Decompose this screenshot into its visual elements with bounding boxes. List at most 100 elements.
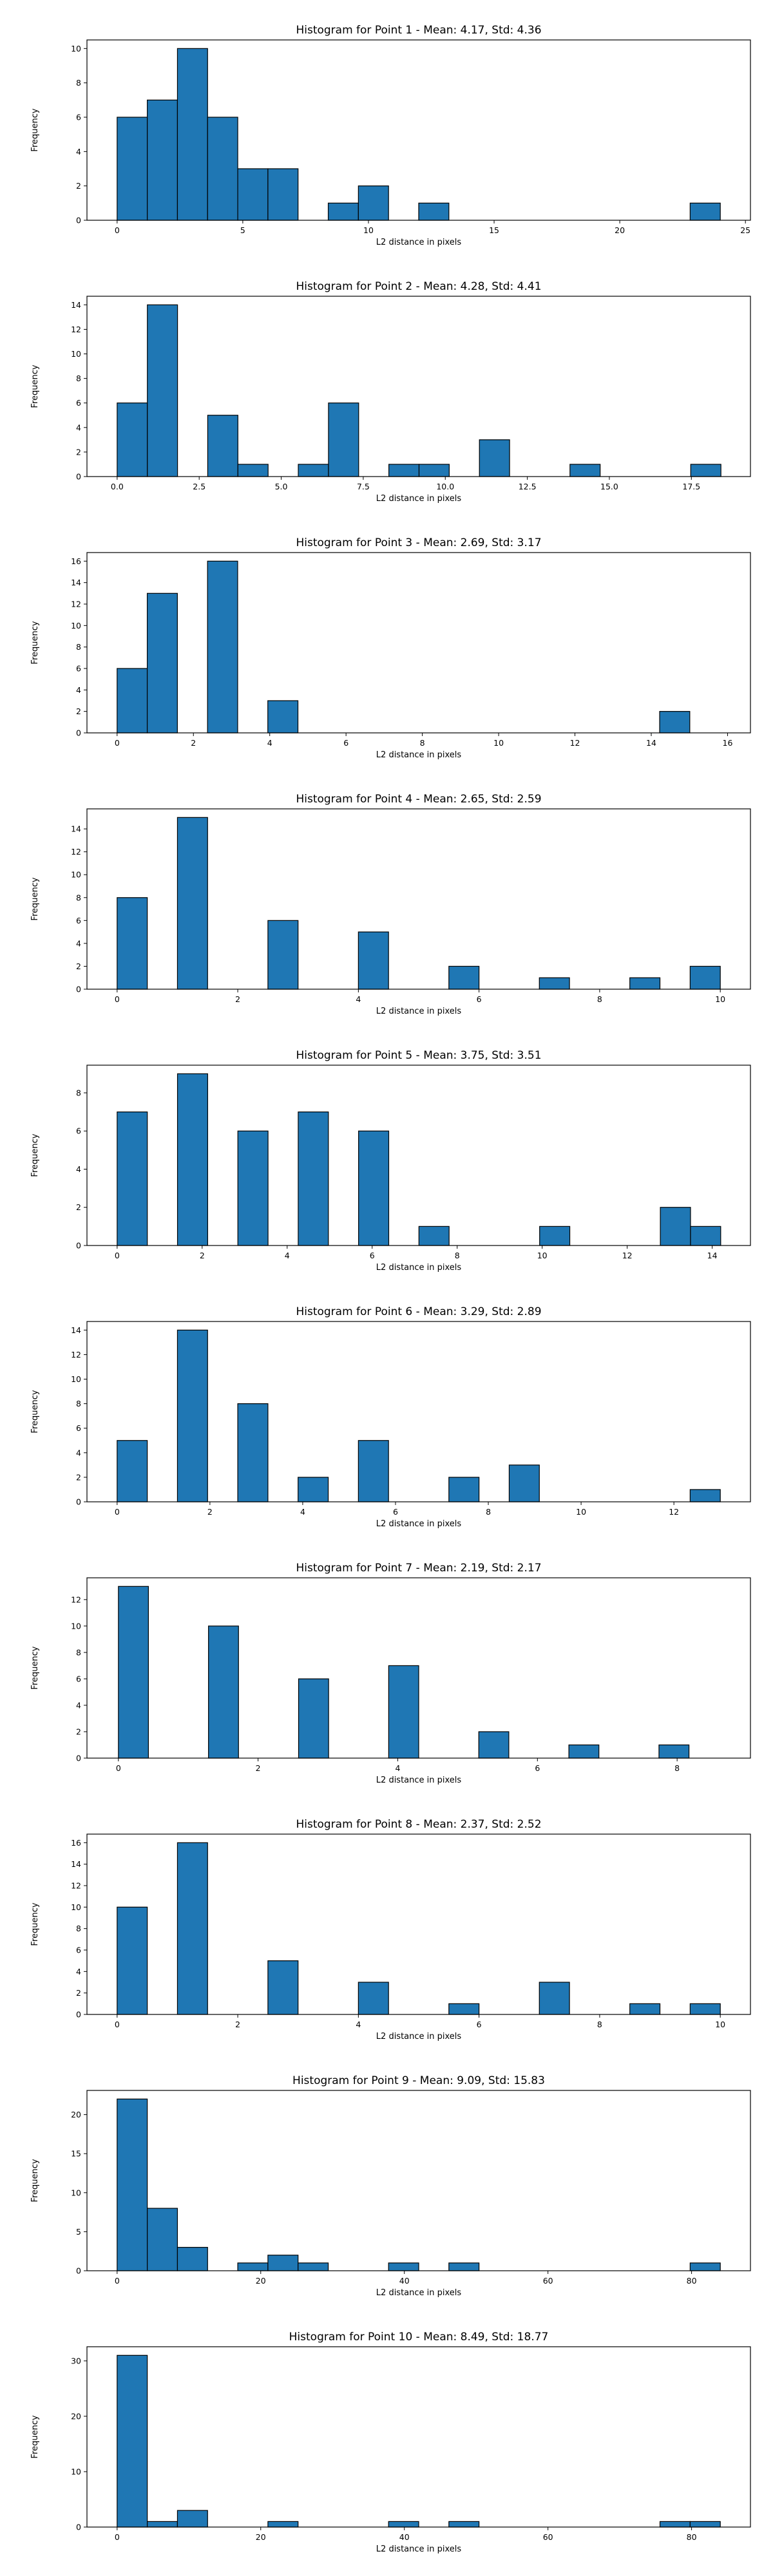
- x-tick-label: 0: [115, 994, 120, 1004]
- histogram-bar: [298, 1111, 329, 1246]
- histogram-bar: [327, 202, 359, 221]
- histogram-bar: [448, 2521, 480, 2528]
- x-tick-label: 10: [363, 225, 374, 235]
- histogram-bar: [689, 2521, 721, 2528]
- histogram-panel-6: Histogram for Point 6 - Mean: 3.29, Std:…: [30, 1305, 751, 1529]
- y-tick-label: 4: [76, 1448, 81, 1457]
- histogram-bar: [147, 2208, 178, 2271]
- y-tick-label: 20: [71, 2411, 81, 2421]
- y-tick-label: 4: [76, 1967, 81, 1976]
- x-axis-label: L2 distance in pixels: [376, 2032, 462, 2041]
- chart-title: Histogram for Point 7 - Mean: 2.19, Std:…: [296, 1562, 541, 1575]
- histogram-bar: [690, 464, 721, 477]
- x-tick-label: 12: [669, 1507, 679, 1517]
- x-tick-label: 80: [687, 2276, 697, 2286]
- x-axis-label: L2 distance in pixels: [376, 1007, 462, 1016]
- x-tick-label: 0: [115, 1507, 120, 1517]
- histogram-bar: [418, 464, 450, 477]
- histogram-bar: [267, 920, 299, 990]
- y-tick-label: 8: [76, 1647, 81, 1657]
- y-tick-label: 4: [76, 685, 81, 695]
- y-tick-label: 6: [76, 916, 81, 925]
- y-tick-label: 8: [76, 78, 81, 88]
- y-tick-label: 4: [76, 147, 81, 156]
- histogram-bar: [388, 2521, 419, 2528]
- y-tick-label: 0: [76, 216, 81, 225]
- y-tick-label: 6: [76, 1423, 81, 1433]
- x-tick-label: 5.0: [275, 482, 288, 491]
- chart-title: Histogram for Point 9 - Mean: 9.09, Std:…: [292, 2074, 545, 2087]
- histogram-bar: [508, 1464, 540, 1502]
- histogram-bar: [177, 1842, 208, 2015]
- y-tick-label: 10: [71, 1374, 81, 1384]
- x-tick-label: 0: [115, 2532, 120, 2542]
- y-tick-label: 10: [71, 1621, 81, 1631]
- y-tick-label: 0: [76, 985, 81, 994]
- histogram-bar: [388, 1665, 419, 1759]
- histogram-bar: [448, 2262, 480, 2271]
- y-tick-label: 10: [71, 621, 81, 630]
- y-axis-label: Frequency: [30, 1390, 40, 1433]
- y-tick-label: 12: [71, 1881, 81, 1891]
- histogram-bar: [267, 700, 299, 734]
- x-tick-label: 16: [723, 738, 733, 748]
- x-tick-label: 4: [356, 994, 361, 1004]
- histogram-bar: [660, 1207, 691, 1246]
- histogram-panel-9: Histogram for Point 9 - Mean: 9.09, Std:…: [30, 2074, 751, 2298]
- y-tick-label: 10: [71, 2467, 81, 2476]
- histogram-panel-2: Histogram for Point 2 - Mean: 4.28, Std:…: [30, 280, 751, 504]
- x-tick-label: 7.5: [357, 482, 370, 491]
- x-tick-label: 12: [622, 1251, 633, 1260]
- chart-title: Histogram for Point 6 - Mean: 3.29, Std:…: [296, 1305, 541, 1318]
- histogram-panel-10: Histogram for Point 10 - Mean: 8.49, Std…: [30, 2331, 751, 2554]
- y-tick-label: 2: [76, 1988, 81, 1998]
- x-tick-label: 10: [715, 2020, 725, 2029]
- histogram-bar: [117, 668, 148, 734]
- histogram-bar: [539, 1982, 570, 2015]
- y-tick-label: 2: [76, 1727, 81, 1736]
- histogram-bar: [177, 48, 208, 221]
- histogram-bar: [117, 117, 148, 221]
- histogram-bar: [358, 1982, 389, 2015]
- y-tick-label: 5: [76, 2227, 81, 2237]
- x-tick-label: 8: [455, 1251, 460, 1260]
- histogram-bar: [237, 1403, 269, 1502]
- histogram-bar: [479, 439, 510, 477]
- x-tick-label: 4: [356, 2020, 361, 2029]
- x-tick-label: 14: [707, 1251, 718, 1260]
- histogram-bar: [298, 2262, 329, 2271]
- x-tick-label: 0: [115, 1251, 120, 1260]
- histogram-bar: [689, 1489, 721, 1502]
- histogram-bar: [267, 1960, 299, 2015]
- x-tick-label: 0: [115, 738, 120, 748]
- histogram-bar: [177, 2247, 208, 2271]
- x-tick-label: 12.5: [519, 482, 537, 491]
- histogram-bar: [207, 117, 238, 221]
- y-tick-label: 14: [71, 578, 81, 587]
- y-tick-label: 10: [71, 870, 81, 880]
- y-tick-label: 6: [76, 664, 81, 674]
- y-tick-label: 2: [76, 1472, 81, 1482]
- x-tick-label: 4: [285, 1251, 290, 1260]
- histogram-bar: [298, 464, 329, 477]
- y-tick-label: 0: [76, 1241, 81, 1251]
- x-tick-label: 0: [115, 2020, 120, 2029]
- x-tick-label: 4: [395, 1763, 400, 1773]
- y-axis-label: Frequency: [30, 2159, 40, 2202]
- histogram-panel-7: Histogram for Point 7 - Mean: 2.19, Std:…: [30, 1562, 751, 1785]
- y-tick-label: 2: [76, 447, 81, 457]
- histogram-bar: [689, 202, 721, 221]
- chart-title: Histogram for Point 5 - Mean: 3.75, Std:…: [296, 1049, 541, 1062]
- y-tick-label: 10: [71, 349, 81, 359]
- x-tick-label: 8: [486, 1507, 491, 1517]
- y-tick-label: 10: [71, 1902, 81, 1912]
- x-tick-label: 0: [115, 225, 120, 235]
- x-tick-label: 5: [240, 225, 245, 235]
- x-axis-label: L2 distance in pixels: [376, 2288, 462, 2298]
- y-tick-label: 12: [71, 1350, 81, 1359]
- x-tick-label: 8: [597, 994, 602, 1004]
- histogram-bar: [237, 1130, 269, 1246]
- histogram-bar: [146, 592, 178, 734]
- y-axis-label: Frequency: [30, 1902, 40, 1946]
- x-tick-label: 6: [535, 1763, 540, 1773]
